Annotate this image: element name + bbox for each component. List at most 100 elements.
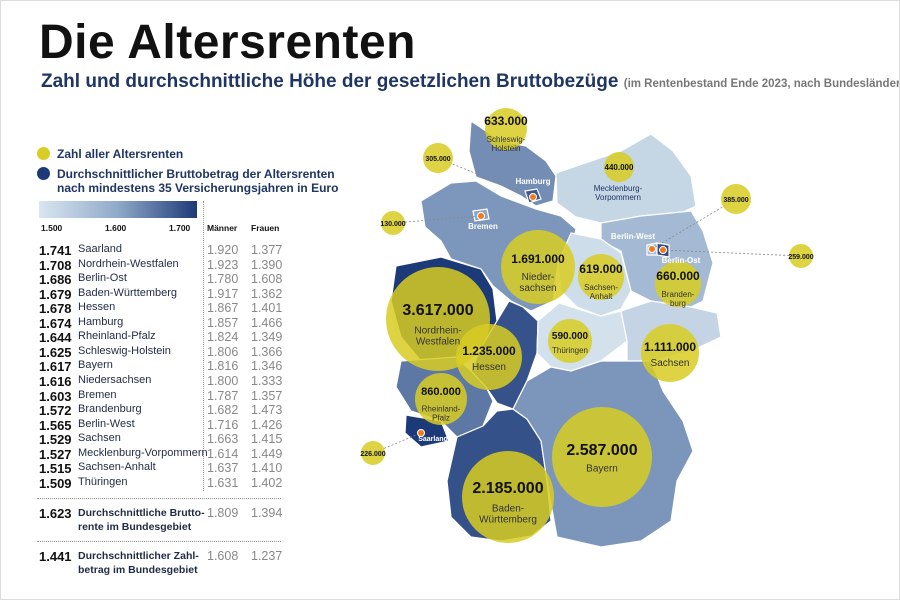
row-women: 1.366: [251, 344, 283, 359]
legend-count: Zahl aller Altersrenten: [37, 147, 183, 161]
state-label: Sachsen-: [584, 283, 618, 292]
summary-men: 1.608: [207, 549, 239, 563]
row-state-name: Hamburg: [78, 315, 124, 328]
count-label: 660.000: [656, 269, 700, 283]
legend-avg-label-1: Durchschnittlicher Bruttobetrag der Alte…: [57, 167, 335, 181]
scale-tick: 1.700: [169, 223, 191, 233]
yellow-dot-icon: [37, 147, 50, 160]
row-men: 1.824: [207, 330, 239, 345]
row-average: 1.527: [39, 446, 72, 462]
state-label: Schleswig-: [487, 135, 526, 144]
row-women: 1.357: [251, 388, 283, 403]
leader-line: [651, 198, 737, 250]
row-state-name: Nordrhein-Westfalen: [78, 257, 179, 270]
row-men: 1.682: [207, 403, 239, 418]
divider: [37, 498, 281, 499]
count-label: 1.691.000: [511, 252, 565, 266]
color-scale-bar: [39, 201, 197, 218]
row-women: 1.402: [251, 475, 283, 490]
summary-average: 1.441: [39, 549, 72, 564]
state-label: Holstein: [492, 144, 521, 153]
summary-women: 1.394: [251, 506, 283, 520]
row-men: 1.920: [207, 243, 239, 257]
row-men: 1.614: [207, 446, 239, 461]
summary-average: 1.623: [39, 506, 72, 521]
row-state-name: Mecklenburg-Vorpommern: [78, 446, 208, 459]
summary-label-1: Durchschnittliche Brutto-: [78, 507, 205, 519]
state-label: Saarland: [418, 436, 448, 443]
row-state-name: Berlin-West: [78, 417, 135, 430]
row-state-name: Bayern: [78, 359, 113, 372]
city-marker-icon: [417, 429, 425, 437]
row-women: 1.377: [251, 243, 283, 257]
summary-label-2: rente im Bundesgebiet: [78, 521, 192, 533]
leader-line: [437, 157, 534, 198]
row-men: 1.631: [207, 475, 239, 490]
subtitle-note: (im Rentenbestand Ende 2023, nach Bundes…: [623, 78, 900, 90]
count-label: 2.185.000: [472, 480, 543, 497]
row-average: 1.679: [39, 286, 72, 302]
row-state-name: Hessen: [78, 301, 116, 314]
row-state-name: Berlin-Ost: [78, 272, 127, 285]
leader-line: [662, 249, 802, 257]
count-bubble-bayern: [552, 407, 652, 507]
count-bubble-hessen: [456, 324, 522, 390]
row-men: 1.716: [207, 417, 239, 432]
row-state-name: Sachsen-Anhalt: [78, 461, 156, 474]
row-state-name: Niedersachsen: [78, 373, 152, 386]
row-women: 1.466: [251, 315, 283, 330]
state-label: sachsen: [519, 283, 556, 294]
state-label: Berlin-West: [611, 232, 656, 241]
column-divider: [203, 201, 204, 491]
row-state-name: Saarland: [78, 243, 123, 255]
count-bubble-sachsen-anhalt: [578, 254, 624, 300]
count-label: 619.000: [579, 262, 623, 276]
row-women: 1.426: [251, 417, 283, 432]
state-label: burg: [670, 299, 686, 308]
row-women: 1.390: [251, 257, 283, 272]
row-men: 1.663: [207, 432, 239, 447]
page-subtitle: Zahl und durchschnittliche Höhe der gese…: [41, 71, 900, 93]
row-women: 1.349: [251, 330, 283, 345]
row-men: 1.800: [207, 373, 239, 388]
row-average: 1.674: [39, 315, 72, 331]
legend-average: Durchschnittlicher Bruttobetrag der Alte…: [37, 167, 338, 195]
row-average: 1.686: [39, 272, 72, 288]
column-header-men: Männer: [207, 223, 238, 233]
row-average: 1.515: [39, 461, 72, 477]
count-label: 1.111.000: [644, 340, 696, 354]
count-bubble-rheinland-pfalz: [415, 373, 467, 425]
state-label: Sachsen: [651, 358, 690, 369]
summary-label-1: Durchschnittlicher Zahl-: [78, 550, 199, 562]
count-bubble-berlin-ost: [789, 244, 813, 268]
page-title: Die Altersrenten: [39, 16, 416, 69]
city-marker-icon: [659, 246, 667, 254]
row-average: 1.625: [39, 344, 72, 360]
state-label: Berlin-Ost: [662, 256, 701, 265]
state-label: Rheinland-: [422, 404, 461, 413]
row-average: 1.616: [39, 373, 72, 389]
row-average: 1.741: [39, 243, 72, 258]
row-average: 1.708: [39, 257, 72, 273]
row-women: 1.346: [251, 359, 283, 374]
count-label: 385.000: [723, 197, 748, 204]
row-women: 1.608: [251, 272, 283, 287]
state-label: Hamburg: [515, 177, 550, 186]
count-label: 1.235.000: [462, 344, 516, 358]
count-bubble-hamburg: [423, 143, 453, 173]
row-average: 1.509: [39, 475, 72, 491]
row-average: 1.565: [39, 417, 72, 433]
state-label: Bremen: [468, 222, 498, 231]
row-state-name: Baden-Württemberg: [78, 286, 178, 299]
summary-men: 1.809: [207, 506, 239, 520]
count-bubble-schleswig-holstein: [485, 108, 527, 150]
count-label: 259.000: [788, 254, 813, 261]
count-bubble-brandenburg: [655, 261, 701, 307]
count-label: 860.000: [421, 386, 461, 398]
row-state-name: Brandenburg: [78, 403, 142, 416]
scale-tick: 1.500: [41, 223, 63, 233]
count-label: 226.000: [360, 451, 385, 458]
count-bubble-berlin-west: [721, 184, 751, 214]
row-average: 1.617: [39, 359, 72, 375]
count-label: 2.587.000: [566, 442, 637, 459]
